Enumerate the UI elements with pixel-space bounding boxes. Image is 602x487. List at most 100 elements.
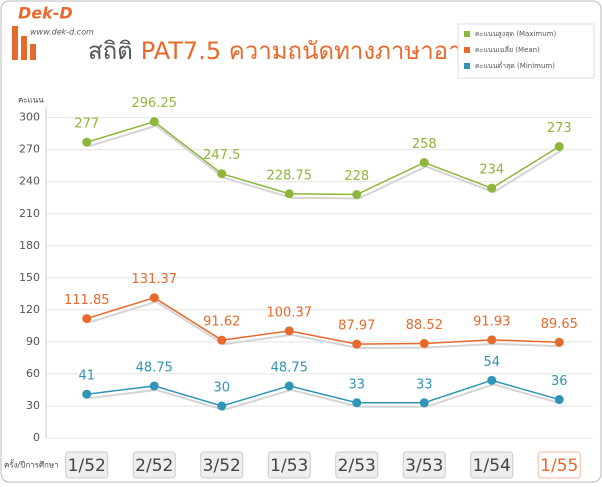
y-tick-label: 30 (26, 399, 40, 412)
data-label: 228.75 (267, 168, 313, 183)
y-tick-label: 210 (19, 207, 40, 220)
y-axis-label: คะแนน (18, 96, 44, 105)
x-tick-box (200, 451, 244, 479)
data-label: 48.75 (136, 360, 173, 375)
point (82, 314, 92, 324)
y-tick-label: 60 (26, 367, 40, 380)
legend-swatch (464, 31, 470, 37)
point (352, 398, 362, 408)
logo: Dek-D www.dek-d.com (12, 4, 94, 60)
data-label: 33 (348, 377, 365, 392)
data-label: 258 (412, 137, 437, 152)
logo-url: www.dek-d.com (30, 28, 94, 37)
data-label: 131.37 (132, 272, 178, 287)
point (419, 158, 429, 168)
point (352, 190, 362, 200)
data-label: 54 (483, 355, 500, 370)
y-tick-label: 180 (19, 239, 40, 252)
data-label: 296.25 (132, 96, 178, 111)
data-label: 100.37 (267, 305, 313, 320)
point (217, 335, 227, 345)
title-part: สถิติ (88, 37, 133, 65)
point (217, 169, 227, 179)
x-tick-label: 1/54 (473, 456, 511, 476)
point (284, 326, 294, 336)
point (149, 117, 159, 127)
x-tick-box (402, 451, 446, 479)
point (149, 293, 159, 303)
x-axis-label: ครั้ง/ปีการศึกษา (4, 459, 59, 470)
legend-label: คะแนนสูงสุด (Maximum) (475, 30, 556, 38)
data-label: 228 (344, 169, 369, 184)
legend-label: คะแนนต่ำสุด (Minimum) (475, 61, 555, 70)
y-tick-label: 300 (19, 111, 40, 124)
x-tick-label: 3/52 (203, 456, 241, 476)
chart-title: สถิติ PAT7.5 ความถนัดทางภาษาอาหรับ (88, 37, 506, 65)
y-tick-label: 150 (19, 271, 40, 284)
y-tick-label: 90 (26, 335, 40, 348)
title-part: PAT7.5 ความถนัดทางภาษาอาหรับ (141, 37, 506, 65)
point (487, 183, 497, 193)
data-label: 33 (416, 377, 433, 392)
x-tick-box (537, 451, 581, 479)
point (352, 339, 362, 349)
point (487, 335, 497, 345)
point (284, 189, 294, 199)
data-label: 111.85 (64, 293, 110, 308)
data-label: 91.62 (203, 315, 240, 330)
x-tick-label: 1/52 (68, 456, 106, 476)
y-tick-label: 270 (19, 143, 40, 156)
x-tick-label: 2/53 (338, 456, 376, 476)
x-tick-box (65, 451, 109, 479)
logo-name: Dek-D (18, 4, 73, 23)
legend-label: คะแนนเฉลี่ย (Mean) (475, 45, 540, 54)
y-tick-label: 0 (33, 431, 40, 444)
x-tick-box (132, 451, 176, 479)
y-tick-label: 240 (19, 175, 40, 188)
data-label: 247.5 (203, 148, 240, 163)
line-shadow (88, 383, 562, 412)
logo-bar (12, 26, 18, 60)
point (554, 395, 564, 405)
x-tick-label: 1/55 (540, 456, 578, 476)
point (284, 381, 294, 391)
legend-box (457, 23, 595, 79)
legend-swatch (464, 47, 470, 53)
series-line (86, 120, 560, 196)
data-label: 30 (213, 380, 230, 395)
data-label: 277 (74, 117, 99, 132)
line-shadow (88, 300, 562, 350)
data-label: 36 (551, 374, 568, 389)
x-tick-box (470, 451, 514, 479)
point (419, 338, 429, 348)
data-label: 273 (547, 121, 572, 136)
x-tick-label: 3/53 (405, 456, 443, 476)
y-tick-label: 120 (19, 303, 40, 316)
x-tick-label: 2/52 (135, 456, 173, 476)
series-line (86, 296, 560, 345)
legend-swatch (464, 63, 470, 69)
x-tick-label: 1/53 (270, 456, 308, 476)
logo-bar (30, 44, 36, 60)
line-shadow (88, 124, 562, 200)
point (487, 375, 497, 385)
data-label: 88.52 (406, 318, 443, 333)
point (554, 337, 564, 347)
point (217, 401, 227, 411)
x-tick-box (267, 451, 311, 479)
data-label: 48.75 (271, 360, 308, 375)
point (554, 142, 564, 152)
series-line (86, 379, 560, 407)
data-label: 89.65 (541, 317, 578, 332)
data-label: 234 (479, 163, 504, 178)
point (82, 137, 92, 147)
point (419, 398, 429, 408)
point (149, 381, 159, 391)
data-label: 41 (78, 369, 95, 384)
data-label: 91.93 (473, 314, 510, 329)
point (82, 389, 92, 399)
data-label: 87.97 (338, 319, 375, 334)
x-tick-box (335, 451, 379, 479)
